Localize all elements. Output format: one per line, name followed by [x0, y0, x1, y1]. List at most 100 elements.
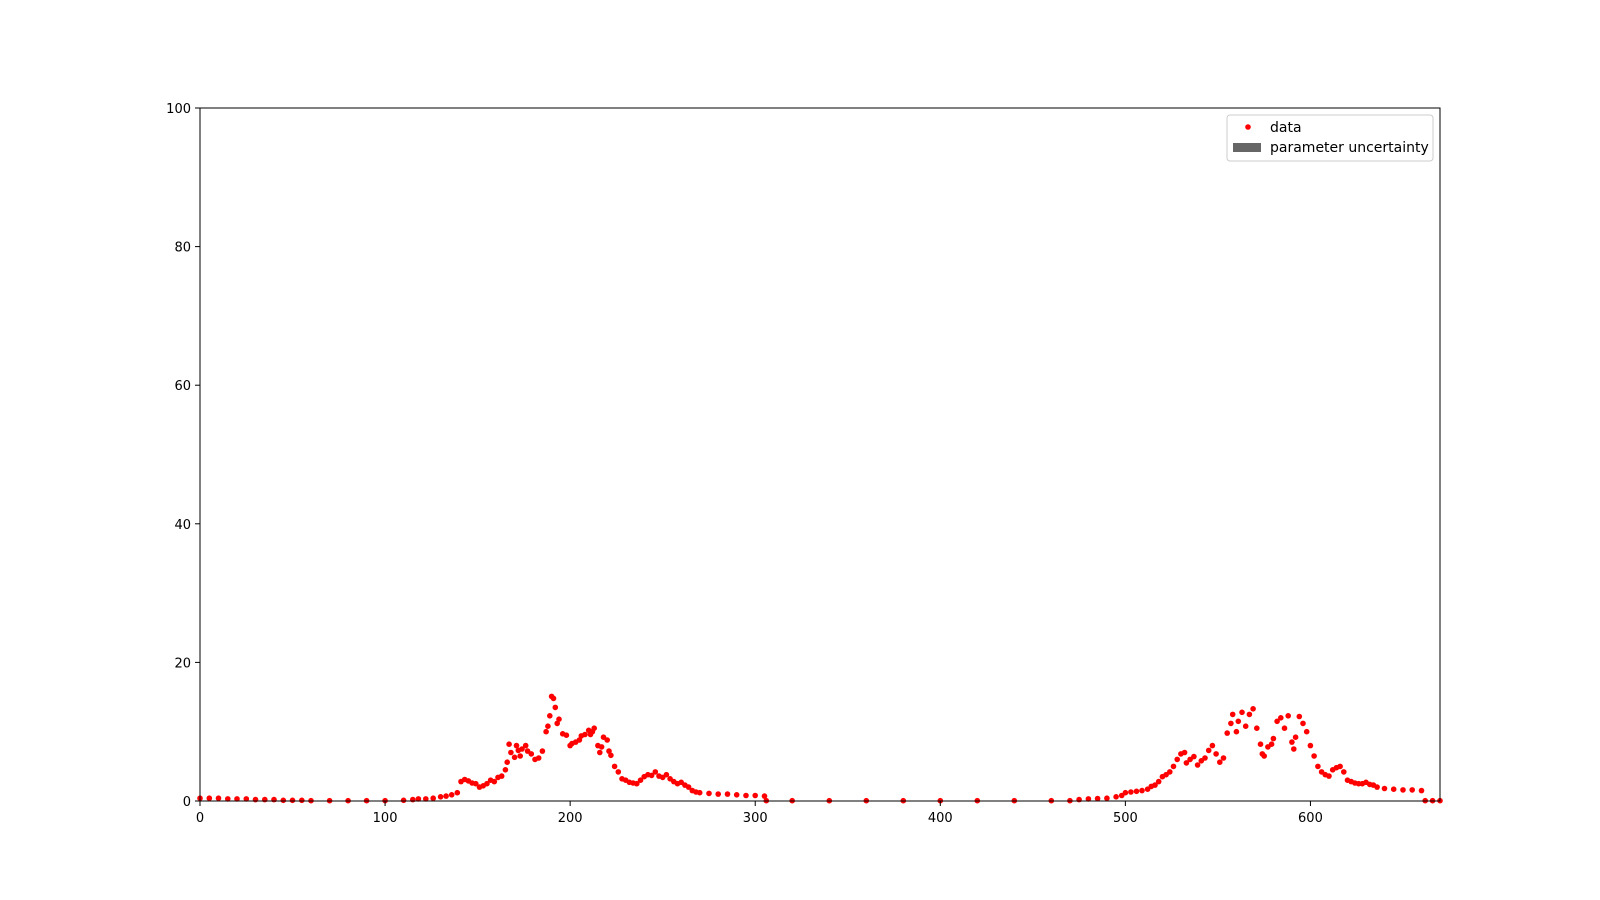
data-point — [1326, 773, 1332, 779]
data-point — [615, 769, 622, 775]
data-point — [1311, 753, 1317, 759]
data-point — [502, 767, 509, 773]
data-point — [508, 749, 514, 756]
data-point — [608, 752, 614, 759]
data-point — [225, 796, 231, 802]
data-point — [1242, 723, 1249, 729]
data-point — [410, 796, 416, 803]
data-point — [1205, 747, 1212, 754]
data-point — [611, 763, 618, 770]
data-point — [1285, 713, 1291, 719]
data-point — [552, 704, 559, 711]
data-point — [522, 742, 529, 749]
legend-data-marker — [1245, 124, 1251, 130]
data-point — [1239, 709, 1245, 716]
data-point — [743, 792, 749, 799]
data-point — [215, 795, 222, 801]
data-point — [1278, 715, 1284, 721]
data-point — [1292, 734, 1299, 740]
data-point — [1220, 755, 1227, 761]
data-point — [1409, 787, 1415, 793]
data-point — [1291, 746, 1297, 752]
data-point — [1076, 796, 1082, 803]
y-axis: 0 20 40 60 80 100 — [166, 102, 200, 810]
data-point — [1250, 706, 1256, 712]
legend-label-data: data — [1270, 120, 1302, 136]
data-point — [604, 737, 610, 743]
data-point — [563, 732, 570, 738]
legend-label-parameter-uncertainty: parameter uncertainty — [1270, 140, 1429, 156]
data-point — [543, 728, 549, 735]
data-point — [252, 796, 259, 803]
data-point — [271, 796, 277, 803]
data-point — [591, 725, 597, 731]
data-point — [535, 755, 542, 761]
data-point — [1246, 711, 1253, 718]
data-point — [1122, 789, 1129, 796]
data-point — [1390, 786, 1397, 792]
data-point — [1233, 728, 1240, 735]
data-point — [1202, 755, 1208, 761]
data-point — [1254, 725, 1260, 731]
x-tick-label: 600 — [1298, 811, 1323, 826]
data-point — [1300, 720, 1306, 727]
data-point — [1257, 741, 1264, 747]
data-point — [1167, 769, 1173, 775]
data-point — [504, 759, 511, 765]
data-point — [289, 797, 296, 804]
data-point — [1235, 718, 1242, 725]
x-tick-label: 400 — [928, 811, 953, 826]
data-point — [1217, 759, 1223, 765]
data-point — [706, 790, 712, 797]
data-point — [733, 792, 740, 798]
data-point — [506, 741, 512, 747]
data-point — [519, 746, 525, 752]
data-point — [1303, 728, 1310, 735]
legend-box — [1226, 114, 1434, 162]
data-point — [234, 796, 240, 802]
data-point — [1209, 742, 1216, 749]
data-point — [528, 751, 535, 757]
data-point — [1289, 739, 1295, 745]
data-point — [1418, 787, 1425, 794]
data-point — [415, 796, 422, 802]
data-point — [1381, 785, 1388, 792]
data-point — [598, 744, 605, 750]
x-axis: 0 100 200 300 400 500 600 — [196, 801, 1323, 826]
data-point — [1139, 787, 1145, 794]
data-point — [761, 793, 768, 799]
data-point — [1400, 787, 1406, 793]
plot-frame — [199, 107, 1441, 802]
data-point — [648, 772, 655, 779]
data-point — [1152, 782, 1158, 788]
data-point — [1270, 735, 1277, 742]
data-point — [243, 796, 250, 802]
data-point — [1268, 741, 1275, 747]
data-point — [663, 771, 670, 778]
data-point — [550, 695, 557, 702]
data-point — [206, 795, 213, 801]
data-point — [1194, 762, 1201, 768]
y-tick-label: 100 — [166, 102, 191, 117]
data-point — [1094, 795, 1101, 802]
data-point — [545, 723, 551, 729]
data-point — [511, 754, 518, 761]
data-point — [280, 797, 287, 804]
y-tick-label: 80 — [174, 241, 191, 256]
data-point — [299, 797, 305, 804]
data-point — [556, 716, 562, 722]
y-tick-label: 20 — [174, 656, 191, 671]
data-point — [1155, 778, 1162, 785]
data-point — [1315, 763, 1321, 770]
data-point — [1337, 763, 1343, 770]
data-point — [1307, 742, 1314, 749]
data-point — [547, 713, 553, 719]
data-point — [443, 793, 449, 799]
data-point — [1085, 796, 1092, 802]
legend-uncertainty-marker — [1233, 143, 1261, 152]
data-point — [634, 780, 640, 787]
x-tick-label: 100 — [373, 811, 398, 826]
data-point — [1183, 760, 1190, 766]
data-point — [685, 784, 692, 790]
